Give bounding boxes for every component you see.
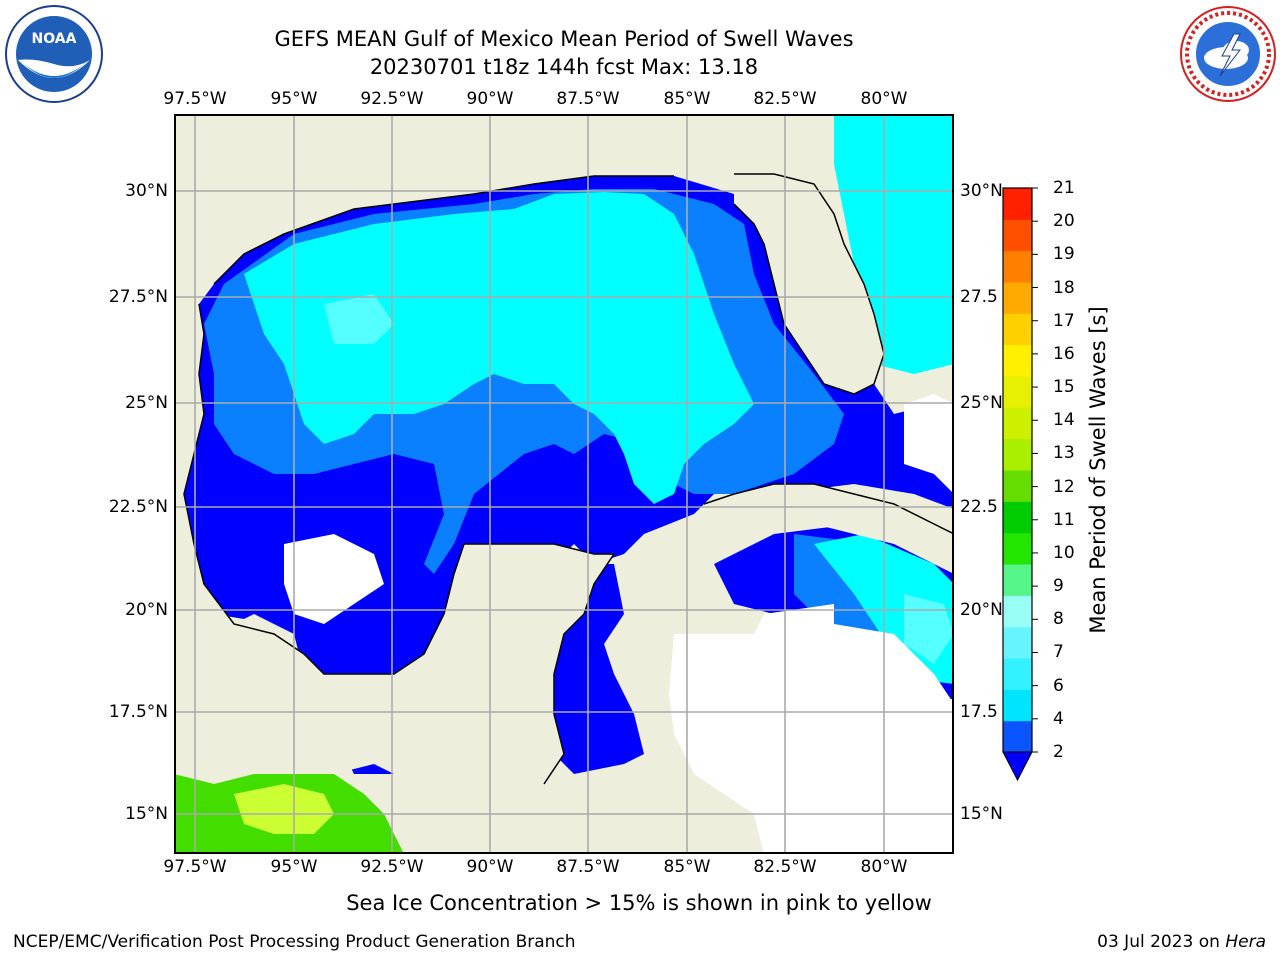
colorbar-segment	[1003, 219, 1032, 252]
lon-label-bottom: 80°W	[860, 857, 908, 877]
graticule	[174, 114, 954, 854]
map-plot	[174, 114, 954, 854]
colorbar-segment	[1003, 344, 1032, 377]
colorbar-segment	[1003, 438, 1032, 471]
lat-label-right: 22.5	[960, 497, 998, 517]
colorbar-segment	[1003, 313, 1032, 346]
colorbar-extend-arrow	[1002, 751, 1033, 782]
lon-label-bottom: 97.5°W	[163, 857, 227, 877]
lat-label-left: 30°N	[125, 181, 168, 201]
colorbar-tick-label: 10	[1053, 542, 1075, 563]
colorbar-tick-label: 14	[1053, 410, 1075, 431]
colorbar-segment	[1003, 532, 1032, 565]
lat-label-left: 25°N	[125, 393, 168, 413]
colorbar-segment	[1003, 501, 1032, 534]
lat-label-left: 22.5°N	[108, 497, 168, 517]
colorbar-segment	[1003, 720, 1032, 753]
colorbar-tick-label: 4	[1053, 708, 1064, 729]
colorbar	[1002, 187, 1038, 782]
ice-caption: Sea Ice Concentration > 15% is shown in …	[346, 891, 932, 915]
lat-label-left: 17.5°N	[108, 702, 168, 722]
colorbar-segment	[1003, 658, 1032, 690]
lon-label-top: 90°W	[466, 89, 514, 109]
colorbar-segment	[1003, 282, 1032, 314]
lon-label-bottom: 90°W	[466, 857, 514, 877]
colorbar-label: Mean Period of Swell Waves [s]	[1086, 306, 1110, 634]
lon-label-bottom: 87.5°W	[556, 857, 620, 877]
lon-label-bottom: 92.5°W	[360, 857, 424, 877]
colorbar-tick-label: 16	[1053, 343, 1075, 364]
lat-label-right: 27.5	[960, 287, 998, 307]
colorbar-tick-label: 21	[1053, 178, 1075, 198]
lon-label-bottom: 85°W	[663, 857, 711, 877]
colorbar-tick-label: 8	[1053, 609, 1064, 630]
colorbar-segment	[1003, 407, 1032, 440]
lat-label-left: 20°N	[125, 600, 168, 620]
lon-label-top: 95°W	[270, 89, 318, 109]
colorbar-tick-label: 12	[1053, 476, 1075, 497]
footer-date: 03 Jul 2023 on Hera	[1097, 932, 1266, 952]
colorbar-tick-label: 11	[1053, 509, 1075, 530]
footer-host: Hera	[1225, 932, 1266, 952]
colorbar-segment	[1003, 250, 1032, 283]
colorbar-segment	[1003, 376, 1032, 408]
lon-label-top: 85°W	[663, 89, 711, 109]
lat-label-left: 27.5°N	[108, 287, 168, 307]
colorbar-tick-label: 7	[1053, 642, 1064, 663]
svg-text:NOAA: NOAA	[32, 31, 77, 47]
colorbar-segment	[1003, 564, 1032, 596]
lat-label-right: 20°N	[960, 600, 1003, 620]
colorbar-tick-label: 2	[1053, 742, 1064, 762]
lat-label-right: 30°N	[960, 181, 1003, 201]
lat-label-right: 25°N	[960, 393, 1003, 413]
lon-label-top: 92.5°W	[360, 89, 424, 109]
colorbar-segment	[1003, 626, 1032, 659]
colorbar-tick-label: 19	[1053, 244, 1075, 265]
colorbar-segment	[1003, 470, 1032, 502]
colorbar-tick-label: 18	[1053, 277, 1075, 298]
noaa-logo: NOAA	[5, 5, 103, 103]
colorbar-tick-label: 9	[1053, 576, 1064, 597]
colorbar-segment	[1003, 188, 1032, 220]
colorbar-tick-label: 20	[1053, 211, 1075, 232]
lon-label-top: 82.5°W	[753, 89, 817, 109]
colorbar-segment	[1003, 595, 1032, 628]
lon-label-bottom: 82.5°W	[753, 857, 817, 877]
lon-label-bottom: 95°W	[270, 857, 318, 877]
footer-credit: NCEP/EMC/Verification Post Processing Pr…	[13, 932, 576, 952]
lon-label-top: 87.5°W	[556, 89, 620, 109]
colorbar-tick-label: 13	[1053, 443, 1075, 464]
colorbar-tick-label: 17	[1053, 310, 1075, 331]
swell-period-fill	[174, 114, 954, 854]
lat-label-left: 15°N	[125, 804, 168, 824]
map-border	[174, 114, 954, 854]
map-title-line1: GEFS MEAN Gulf of Mexico Mean Period of …	[274, 27, 854, 51]
colorbar-segment	[1003, 689, 1032, 722]
lon-label-top: 80°W	[860, 89, 908, 109]
nws-logo	[1180, 6, 1276, 102]
colorbar-tick-label: 15	[1053, 377, 1075, 398]
colorbar-tick-label: 6	[1053, 675, 1064, 696]
map-title-line2: 20230701 t18z 144h fcst Max: 13.18	[369, 55, 759, 79]
footer-date-text: 03 Jul 2023 on	[1097, 932, 1226, 952]
lat-label-right: 17.5	[960, 702, 998, 722]
lon-label-top: 97.5°W	[163, 89, 227, 109]
lat-label-right: 15°N	[960, 804, 1003, 824]
